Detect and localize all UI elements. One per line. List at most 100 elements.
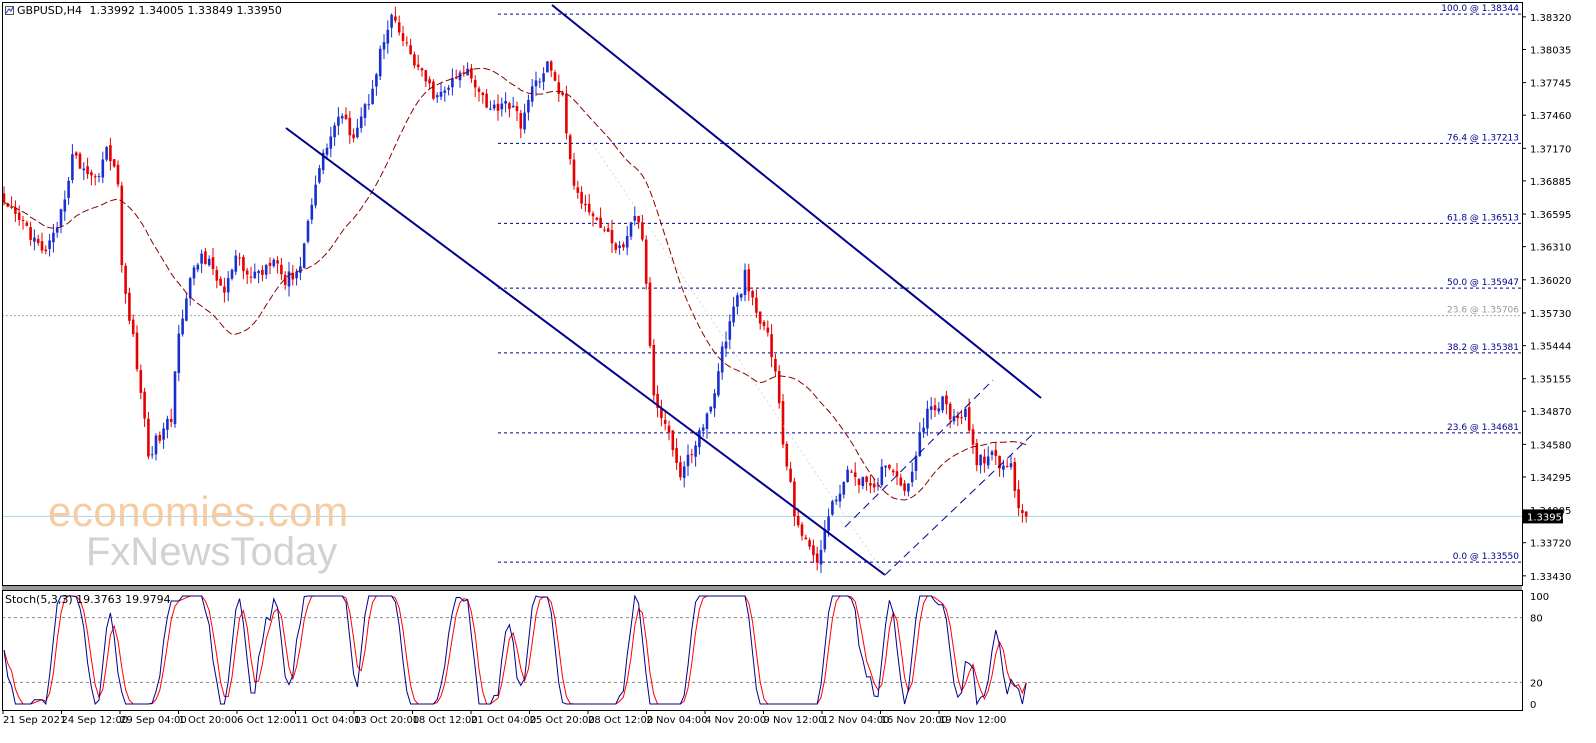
bear-candle	[983, 456, 986, 464]
bear-candle	[74, 152, 78, 156]
bull-candle	[439, 91, 443, 97]
bear-candle	[614, 243, 618, 250]
price-pane[interactable]: 100.0 @ 1.38344 76.4 @ 1.37213 61.8 @ 1.36…	[2, 4, 1522, 576]
bull-candle	[618, 245, 621, 248]
bull-candle	[71, 154, 74, 180]
bear-candle	[599, 217, 602, 228]
bear-candle	[169, 418, 173, 422]
bull-candle	[447, 87, 450, 90]
bull-candle	[724, 341, 728, 349]
bull-candle	[234, 255, 238, 272]
bear-candle	[641, 222, 644, 240]
bear-candle	[549, 61, 553, 71]
bear-candle	[291, 272, 295, 280]
bear-candle	[2, 193, 6, 203]
bear-candle	[93, 176, 97, 178]
bull-candle	[359, 116, 363, 128]
bear-candle	[758, 311, 762, 324]
bull-candle	[382, 42, 386, 50]
bull-candle	[686, 454, 690, 467]
bull-candle	[378, 48, 382, 77]
bear-candle	[656, 393, 659, 408]
price-pane-border	[2, 2, 1523, 586]
bull-candle	[979, 454, 982, 466]
bull-candle	[736, 295, 739, 307]
flag-upper-line[interactable]	[844, 379, 994, 528]
bear-candle	[86, 166, 89, 175]
bull-candle	[838, 493, 842, 502]
bull-candle	[986, 456, 990, 466]
bull-candle	[63, 199, 67, 212]
bear-candle	[663, 419, 667, 424]
time-tick-label: 4 Nov 20:00	[705, 715, 766, 726]
bull-candle	[101, 159, 105, 178]
bull-candle	[819, 549, 823, 565]
bear-candle	[561, 92, 564, 95]
bear-candle	[124, 265, 127, 294]
stoch-axis-label: 0	[1530, 700, 1536, 711]
bear-candle	[1021, 510, 1024, 514]
bull-candle	[337, 116, 340, 126]
pane-separator	[2, 586, 1522, 590]
bull-candle	[67, 180, 70, 198]
stoch-main-line	[3, 594, 1027, 706]
axes: 1.38320 1.38035 1.37745 1.37460 1.37170 1.368…	[2, 2, 1571, 726]
bull-candle	[33, 237, 36, 242]
fib-level-label: 38.2 @ 1.35381	[1447, 343, 1519, 353]
bull-candle	[196, 264, 200, 270]
bull-candle	[625, 236, 629, 248]
bull-candle	[500, 103, 504, 110]
bull-candle	[910, 471, 914, 483]
channel-upper-line[interactable]	[551, 4, 1042, 399]
bull-candle	[705, 413, 709, 429]
bear-candle	[109, 145, 112, 162]
price-tick-label: 1.36595	[1530, 210, 1571, 221]
stoch-axis-label: 100	[1530, 592, 1549, 603]
bear-candle	[25, 222, 29, 226]
bear-candle	[401, 33, 405, 41]
bull-candle	[443, 90, 447, 93]
bull-candle	[356, 127, 359, 138]
bull-candle	[884, 465, 887, 468]
bear-candle	[637, 216, 640, 223]
stoch-axis-label: 20	[1530, 678, 1543, 689]
bear-candle	[131, 319, 135, 335]
bull-candle	[105, 147, 108, 160]
bear-candle	[352, 134, 355, 139]
bear-candle	[1024, 511, 1028, 517]
bull-candle	[52, 232, 55, 243]
bull-candle	[918, 432, 922, 456]
bear-candle	[1017, 489, 1020, 509]
bear-candle	[128, 292, 131, 321]
bull-candle	[504, 100, 507, 104]
fib-level-label: 100.0 @ 1.38344	[1441, 4, 1519, 14]
bull-candle	[302, 243, 306, 268]
bear-candle	[90, 172, 93, 176]
bull-candle	[694, 445, 697, 457]
time-tick-label: 6 Oct 12:00	[237, 715, 296, 726]
bear-candle	[215, 270, 219, 281]
bear-candle	[112, 159, 116, 167]
bear-candle	[557, 82, 561, 94]
time-tick-label: 25 Oct 20:00	[530, 715, 595, 726]
bear-candle	[591, 213, 595, 217]
bear-candle	[219, 278, 222, 286]
bear-candle	[1005, 466, 1009, 468]
symbol-label: GBPUSD,H4	[17, 4, 82, 17]
bull-candle	[534, 80, 538, 87]
bear-candle	[238, 257, 241, 259]
stochastic-pane[interactable]	[2, 594, 1522, 706]
bull-candle	[907, 483, 910, 492]
bear-candle	[804, 537, 808, 540]
flag-lower-line[interactable]	[884, 431, 1036, 576]
bear-candle	[420, 68, 424, 71]
time-tick-label: 29 Sep 04:00	[120, 715, 187, 726]
bull-candle	[682, 466, 686, 478]
bear-candle	[10, 206, 13, 208]
price-tick-label: 1.33720	[1530, 539, 1571, 550]
bear-candle	[587, 203, 591, 213]
fib-level-label: 61.8 @ 1.36513	[1447, 213, 1519, 223]
bear-candle	[120, 185, 124, 266]
channel-lower-line[interactable]	[285, 127, 886, 576]
